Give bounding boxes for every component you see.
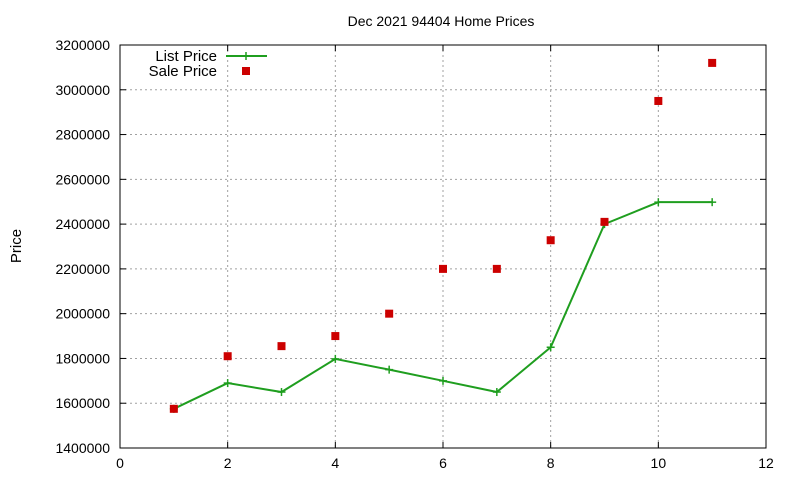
legend-marker-list-price xyxy=(242,52,250,60)
sale-price-point xyxy=(492,264,501,273)
y-tick-label: 1800000 xyxy=(55,350,110,366)
y-tick-label: 2800000 xyxy=(55,127,110,143)
sale-price-point xyxy=(385,309,394,318)
legend-label-list-price: List Price xyxy=(155,48,217,65)
list-price-point xyxy=(331,354,340,363)
sale-price-point xyxy=(169,404,178,413)
sale-price-point xyxy=(708,58,717,67)
list-price-point xyxy=(223,379,232,388)
list-price-point xyxy=(439,376,447,385)
y-tick-label: 1600000 xyxy=(55,395,110,411)
ticks-layer: 1400000 1600000 1800000 2000000 2200000 24000… xyxy=(55,37,774,471)
sale-price-point xyxy=(277,342,286,351)
x-tick-label: 6 xyxy=(439,455,447,471)
sale-price-point xyxy=(654,96,663,105)
sale-price-point xyxy=(331,332,340,341)
series-layer xyxy=(169,58,717,413)
list-price-point xyxy=(708,198,717,207)
sale-price-point xyxy=(439,264,447,273)
legend: List Price Sale Price xyxy=(149,48,267,80)
y-tick-label: 2000000 xyxy=(55,306,110,322)
x-tick-label: 8 xyxy=(547,455,555,471)
sale-price-point xyxy=(223,352,232,361)
chart-title: Dec 2021 94404 Home Prices xyxy=(348,13,535,29)
list-price-point xyxy=(546,343,555,352)
legend-marker-sale-price xyxy=(242,67,250,75)
list-price-point xyxy=(654,198,663,207)
sale-price-point xyxy=(600,217,609,226)
list-price-point xyxy=(385,365,394,374)
x-tick-label: 2 xyxy=(224,455,232,471)
x-tick-label: 12 xyxy=(758,455,774,471)
x-tick-label: 10 xyxy=(651,455,667,471)
y-axis-title: Price xyxy=(8,229,25,263)
y-tick-label: 1400000 xyxy=(55,440,110,456)
list-price-point xyxy=(277,388,286,397)
y-tick-label: 2200000 xyxy=(55,261,110,277)
legend-label-sale-price: Sale Price xyxy=(149,63,217,80)
y-tick-label: 3000000 xyxy=(55,82,110,98)
x-tick-label: 4 xyxy=(331,455,339,471)
y-tick-label: 2600000 xyxy=(55,171,110,187)
x-tick-label: 0 xyxy=(116,455,124,471)
sale-price-point xyxy=(546,236,555,245)
y-tick-label: 2400000 xyxy=(55,216,110,232)
list-price-point xyxy=(492,388,501,397)
y-tick-label: 3200000 xyxy=(55,37,110,53)
